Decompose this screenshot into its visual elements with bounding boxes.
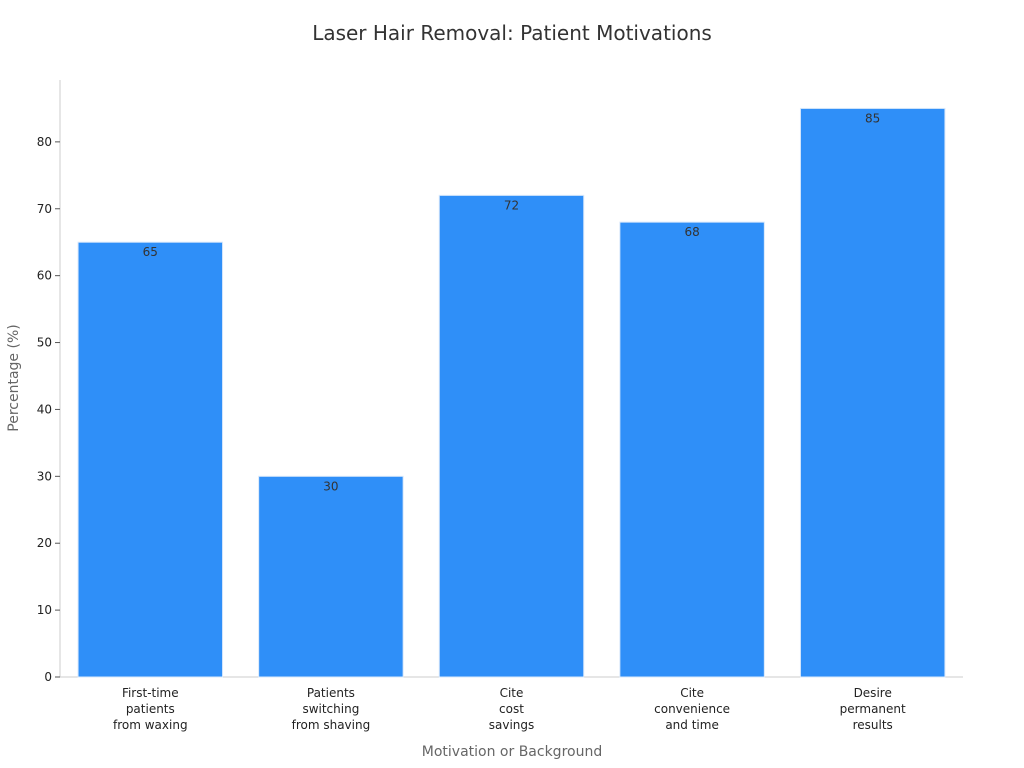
bar	[799, 107, 946, 678]
bar	[619, 221, 765, 678]
x-tick-label: Desire permanent results	[840, 686, 906, 732]
chart-title: Laser Hair Removal: Patient Motivations	[312, 21, 712, 45]
bar	[258, 475, 404, 678]
y-tick-label: 20	[37, 536, 52, 550]
bar	[438, 194, 585, 678]
x-tick-label: First-time patients from waxing	[113, 686, 188, 732]
value-label: 85	[865, 111, 880, 125]
y-tick-label: 70	[37, 202, 52, 216]
y-tick-label: 10	[37, 603, 52, 617]
x-tick-label: Patients switching from shaving	[292, 686, 371, 732]
x-tick-label: Cite cost savings	[489, 686, 535, 732]
y-tick-label: 40	[37, 402, 52, 416]
value-label: 30	[323, 479, 338, 493]
value-label: 65	[143, 245, 158, 259]
bar	[77, 241, 224, 678]
value-label: 72	[504, 198, 519, 212]
x-tick-label: Cite convenience and time	[654, 686, 730, 732]
y-tick-label: 60	[37, 269, 52, 283]
y-tick-label: 80	[37, 135, 52, 149]
y-tick-label: 50	[37, 336, 52, 350]
y-axis-label: Percentage (%)	[6, 324, 22, 431]
y-tick-label: 0	[44, 670, 52, 684]
y-tick-label: 30	[37, 469, 52, 483]
value-label: 68	[684, 225, 699, 239]
x-axis-label: Motivation or Background	[422, 744, 602, 760]
